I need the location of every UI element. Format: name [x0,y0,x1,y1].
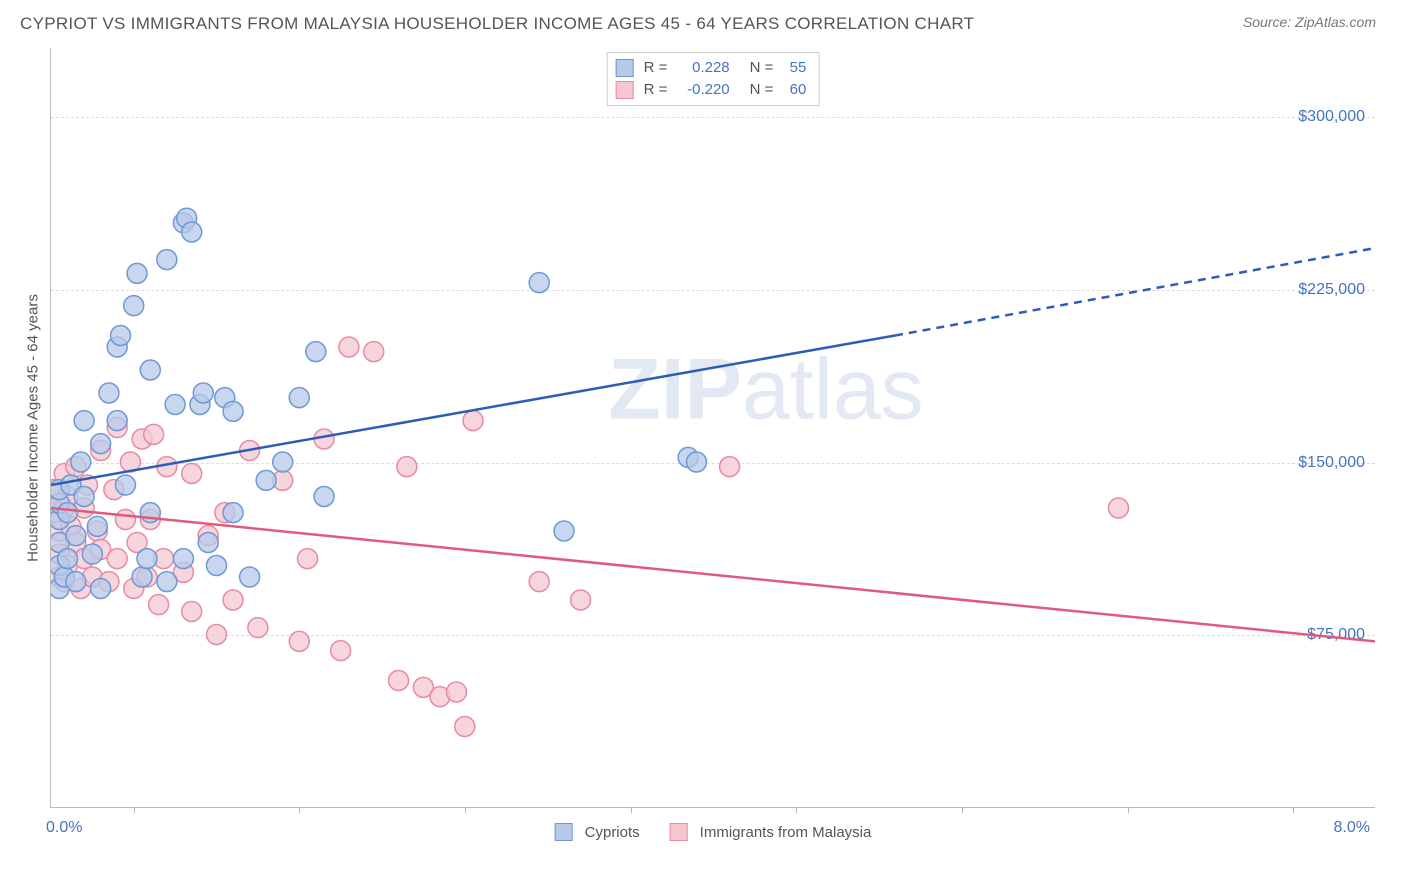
data-point [571,590,591,610]
correlation-stats-box: R = 0.228 N = 55 R = -0.220 N = 60 [607,52,820,106]
data-point [165,395,185,415]
data-point [397,457,417,477]
data-point [198,533,218,553]
data-point [182,464,202,484]
scatter-plot-svg [51,48,1375,807]
data-point [240,567,260,587]
data-point [193,383,213,403]
data-point [74,411,94,431]
data-point [529,572,549,592]
data-point [91,579,111,599]
data-point [157,572,177,592]
data-point [107,411,127,431]
data-point [91,434,111,454]
data-point [207,556,227,576]
x-tick [134,807,135,813]
data-point [157,250,177,270]
x-tick [1128,807,1129,813]
data-point [298,549,318,569]
data-point [314,487,334,507]
stats-row-series-a: R = 0.228 N = 55 [616,57,807,79]
x-tick [962,807,963,813]
data-point [99,383,119,403]
data-point [273,452,293,472]
source-attribution: Source: ZipAtlas.com [1243,14,1376,30]
data-point [446,682,466,702]
trend-line [895,248,1375,335]
swatch-series-b [616,81,634,99]
chart-plot-area: ZIPatlas Householder Income Ages 45 - 64… [50,48,1375,808]
data-point [455,717,475,737]
r-value-b: -0.220 [676,79,730,101]
y-axis-title: Householder Income Ages 45 - 64 years [25,294,42,562]
x-axis-min-label: 0.0% [46,819,82,837]
data-point [132,567,152,587]
stats-row-series-b: R = -0.220 N = 60 [616,79,807,101]
data-point [66,526,86,546]
data-point [58,549,78,569]
x-tick [1293,807,1294,813]
data-point [389,671,409,691]
data-point [71,452,91,472]
data-point [82,544,102,564]
data-point [529,273,549,293]
data-point [686,452,706,472]
x-tick [796,807,797,813]
data-point [223,401,243,421]
data-point [140,360,160,380]
data-point [87,516,107,536]
data-point [144,424,164,444]
data-point [256,470,276,490]
r-value-a: 0.228 [676,57,730,79]
data-point [306,342,326,362]
data-point [248,618,268,638]
data-point [137,549,157,569]
legend-item-a: Cypriots [555,823,640,841]
data-point [339,337,359,357]
swatch-series-a [616,59,634,77]
data-point [173,549,193,569]
x-axis-max-label: 8.0% [1334,819,1370,837]
data-point [1108,498,1128,518]
data-point [115,475,135,495]
data-point [115,510,135,530]
data-point [182,602,202,622]
data-point [149,595,169,615]
data-point [289,388,309,408]
data-point [182,222,202,242]
legend: Cypriots Immigrants from Malaysia [555,823,872,841]
n-value-b: 60 [790,79,807,101]
legend-item-b: Immigrants from Malaysia [670,823,872,841]
data-point [720,457,740,477]
data-point [74,487,94,507]
data-point [289,631,309,651]
data-point [111,326,131,346]
data-point [223,590,243,610]
legend-swatch-a [555,823,573,841]
x-tick [465,807,466,813]
data-point [107,549,127,569]
data-point [66,572,86,592]
legend-swatch-b [670,823,688,841]
data-point [364,342,384,362]
data-point [223,503,243,523]
chart-title: CYPRIOT VS IMMIGRANTS FROM MALAYSIA HOUS… [20,14,974,34]
data-point [554,521,574,541]
data-point [207,625,227,645]
data-point [463,411,483,431]
n-value-a: 55 [790,57,807,79]
data-point [127,263,147,283]
x-tick [631,807,632,813]
data-point [124,296,144,316]
x-tick [299,807,300,813]
data-point [331,641,351,661]
data-point [58,503,78,523]
